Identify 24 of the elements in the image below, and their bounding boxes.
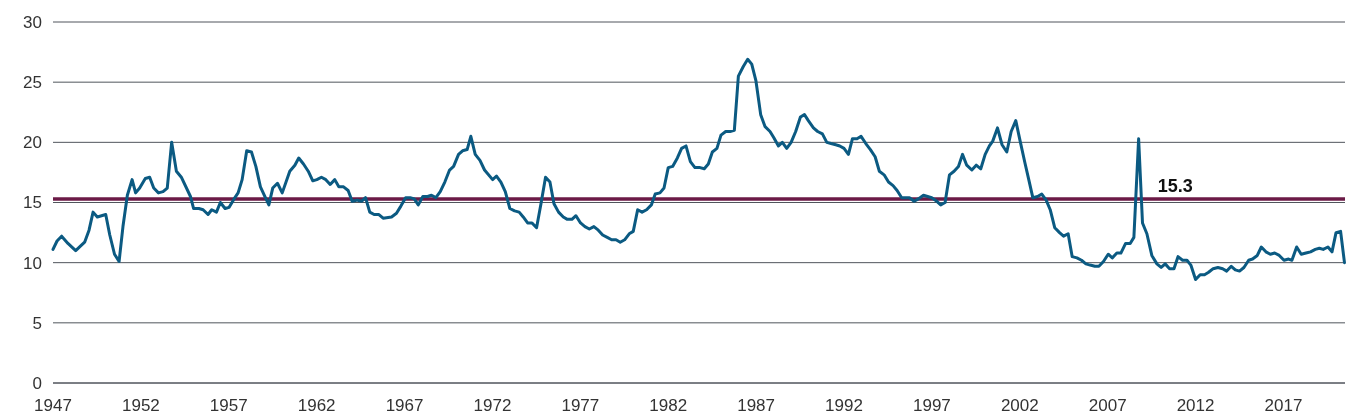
x-tick-label: 1992 (825, 396, 863, 415)
x-tick-label: 1997 (913, 396, 951, 415)
ref-line-label: 15.3 (1157, 175, 1193, 196)
y-tick-label: 25 (23, 73, 42, 93)
y-tick-label: 0 (32, 373, 42, 393)
y-tick-label: 5 (32, 313, 42, 333)
y-tick-label: 20 (23, 133, 42, 153)
x-tick-label: 1962 (297, 396, 336, 415)
y-tick-label: 10 (23, 253, 42, 273)
x-tick-label: 2012 (1176, 396, 1215, 415)
x-tick-label: 2017 (1264, 396, 1303, 415)
x-tick-label: 1972 (473, 396, 512, 415)
x-tick-label: 1982 (649, 396, 688, 415)
x-tick-label: 1947 (34, 396, 72, 415)
x-tick-label: 1987 (737, 396, 776, 415)
x-tick-label: 2002 (1000, 396, 1039, 415)
x-tick-label: 1967 (385, 396, 424, 415)
y-tick-label: 15 (23, 193, 42, 213)
y-tick-label: 30 (23, 12, 42, 32)
x-tick-label: 1952 (121, 396, 160, 415)
x-tick-label: 1977 (561, 396, 600, 415)
x-tick-label: 2007 (1088, 396, 1127, 415)
line-series (51, 57, 1346, 282)
x-tick-label: 1957 (209, 396, 248, 415)
